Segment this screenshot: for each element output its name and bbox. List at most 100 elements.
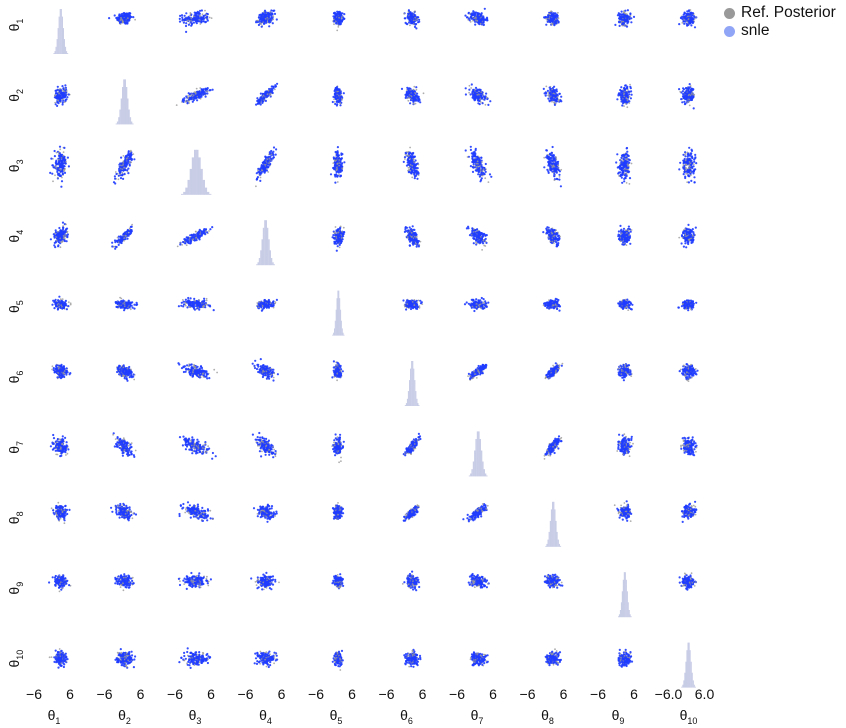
snle-point [123,21,127,24]
snle-point [558,178,561,181]
snle-point [407,161,410,164]
snle-point [124,160,127,163]
snle-point [555,177,558,180]
snle-point [269,19,272,22]
snle-point [335,164,338,167]
snle-point [559,185,563,188]
snle-point [545,23,548,26]
snle-point [621,16,625,19]
snle-point [270,85,273,88]
snle-point [623,86,626,90]
snle-point [416,177,419,180]
snle-point [469,148,472,151]
ref-posterior-point [689,174,692,177]
snle-point [183,18,186,21]
snle-point [411,161,414,164]
snle-point [256,177,259,180]
snle-point [549,153,552,156]
snle-point [334,98,338,101]
snle-point [616,153,619,156]
snle-point [63,159,66,162]
snle-point [66,156,69,159]
scatter-cell-1-5 [332,10,346,32]
snle-point [409,102,412,105]
ref-posterior-point [336,29,339,32]
snle-point [58,226,61,230]
ref-posterior-point [688,100,690,103]
snle-point [67,165,70,168]
ref-posterior-point [256,19,258,22]
snle-point [206,13,209,16]
snle-point [549,165,552,168]
snle-point [624,9,627,12]
snle-point [402,160,405,163]
snle-point [682,167,685,170]
snle-point [265,21,268,24]
ref-posterior-point [59,88,61,90]
ref-posterior-point [625,182,628,184]
snle-point [471,13,474,16]
ref-posterior-point [681,22,684,24]
snle-point [542,87,545,90]
snle-point [123,19,126,22]
snle-point [200,9,203,12]
snle-point [54,231,58,234]
snle-point [473,150,476,154]
ref-posterior-point [61,98,64,101]
scatter-cell-3-4 [255,146,278,188]
snle-point [338,88,341,91]
snle-point [469,165,472,168]
snle-point [407,171,410,174]
snle-point [125,21,128,24]
snle-point [114,182,117,185]
snle-point [202,20,205,23]
snle-point [480,18,483,21]
snle-point [187,23,190,26]
ref-posterior-point [543,156,546,159]
snle-point [694,157,697,160]
snle-point [129,225,132,228]
ref-posterior-point [333,159,336,161]
snle-point [113,14,116,17]
ref-posterior-point [62,235,65,237]
snle-point [206,19,209,22]
snle-point [206,87,209,90]
snle-point [340,165,343,168]
ref-posterior-point [473,17,476,20]
snle-point [691,96,694,99]
snle-point [54,89,57,92]
snle-point [272,156,275,159]
snle-point [554,159,557,162]
ref-posterior-point [59,148,62,151]
snle-point [553,20,556,24]
ref-posterior-point [625,13,628,16]
snle-point [413,25,417,28]
ref-posterior-point [550,23,553,25]
scatter-cell-4-1 [49,221,69,249]
snle-point [276,82,279,85]
ref-posterior-point [553,179,556,182]
snle-point [413,166,416,169]
snle-point [678,168,681,171]
ref-posterior-point [476,93,479,96]
scatter-cell-1-6 [403,9,421,30]
snle-point [693,26,697,29]
ref-posterior-point [417,163,420,166]
snle-point [471,165,474,169]
snle-point [194,11,198,15]
snle-point [59,174,62,178]
ref-posterior-point [190,20,192,22]
snle-point [690,148,693,151]
scatter-cell-2-10 [678,83,696,110]
snle-point [621,104,624,107]
snle-point [335,170,338,174]
snle-point [414,159,417,162]
ref-posterior-point [65,223,67,226]
ref-posterior-point [266,93,269,96]
snle-point [340,163,343,166]
snle-point [693,168,696,171]
snle-point [689,91,692,94]
snle-point [551,18,554,21]
snle-point [418,18,421,21]
snle-point [336,88,339,91]
